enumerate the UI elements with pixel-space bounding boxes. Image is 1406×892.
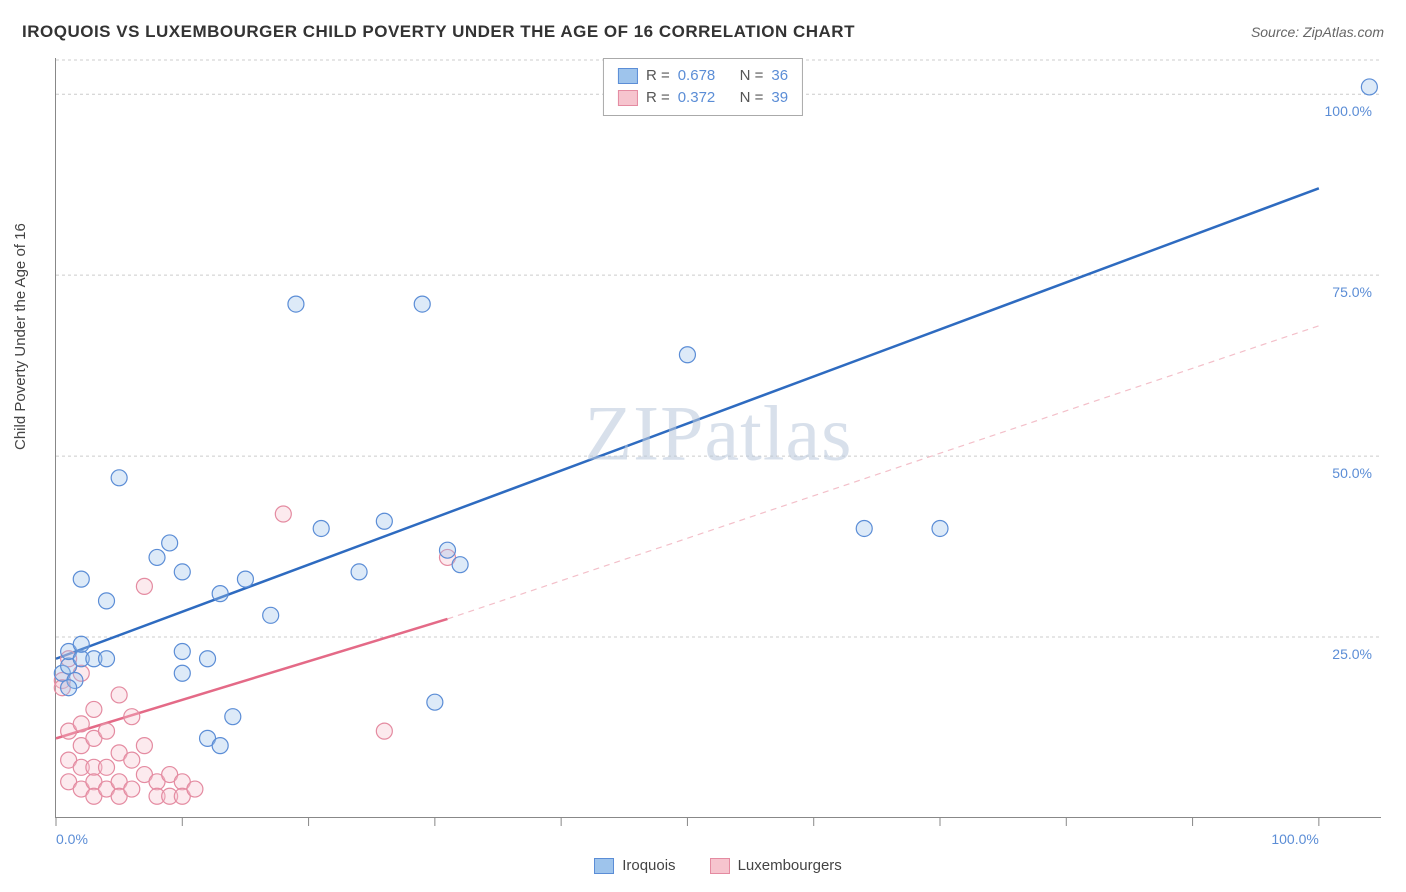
data-point-luxembourgers (376, 723, 392, 739)
n-label: N = (740, 65, 764, 87)
r-value-iroquois: 0.678 (678, 65, 716, 87)
data-point-luxembourgers (275, 506, 291, 522)
data-point-iroquois (856, 520, 872, 536)
chart-header: IROQUOIS VS LUXEMBOURGER CHILD POVERTY U… (22, 22, 1384, 42)
scatter-chart: 25.0%50.0%75.0%100.0%0.0%100.0% (56, 58, 1381, 817)
svg-text:25.0%: 25.0% (1332, 646, 1372, 662)
legend-item-iroquois: Iroquois (594, 857, 675, 874)
data-point-iroquois (99, 593, 115, 609)
data-point-iroquois (73, 636, 89, 652)
data-point-iroquois (174, 665, 190, 681)
data-point-iroquois (439, 542, 455, 558)
svg-text:100.0%: 100.0% (1325, 103, 1372, 119)
data-point-iroquois (212, 738, 228, 754)
chart-title: IROQUOIS VS LUXEMBOURGER CHILD POVERTY U… (22, 22, 855, 42)
legend-row-luxembourgers: R = 0.372 N = 39 (618, 87, 788, 109)
data-point-luxembourgers (73, 716, 89, 732)
source-name: ZipAtlas.com (1303, 24, 1384, 40)
data-point-luxembourgers (99, 759, 115, 775)
legend-item-luxembourgers: Luxembourgers (710, 857, 842, 874)
r-value-luxembourgers: 0.372 (678, 87, 716, 109)
data-point-luxembourgers (136, 738, 152, 754)
data-point-iroquois (212, 586, 228, 602)
plot-area: ZIPatlas 25.0%50.0%75.0%100.0%0.0%100.0% (55, 58, 1381, 818)
svg-text:50.0%: 50.0% (1332, 465, 1372, 481)
data-point-luxembourgers (124, 781, 140, 797)
data-point-iroquois (237, 571, 253, 587)
data-point-iroquois (427, 694, 443, 710)
data-point-luxembourgers (86, 701, 102, 717)
data-point-iroquois (414, 296, 430, 312)
data-point-iroquois (452, 557, 468, 573)
data-point-iroquois (174, 644, 190, 660)
swatch-luxembourgers (710, 858, 730, 874)
svg-text:100.0%: 100.0% (1271, 831, 1318, 847)
n-label: N = (740, 87, 764, 109)
data-point-luxembourgers (111, 687, 127, 703)
series-legend: Iroquois Luxembourgers (55, 857, 1381, 874)
data-point-luxembourgers (124, 752, 140, 768)
data-point-iroquois (61, 680, 77, 696)
data-point-iroquois (1361, 79, 1377, 95)
source-prefix: Source: (1251, 24, 1303, 40)
data-point-iroquois (149, 549, 165, 565)
legend-row-iroquois: R = 0.678 N = 36 (618, 65, 788, 87)
data-point-iroquois (73, 571, 89, 587)
data-point-iroquois (200, 651, 216, 667)
data-point-iroquois (162, 535, 178, 551)
legend-label-iroquois: Iroquois (622, 857, 675, 874)
data-point-luxembourgers (124, 709, 140, 725)
data-point-iroquois (351, 564, 367, 580)
swatch-iroquois (618, 68, 638, 84)
swatch-iroquois (594, 858, 614, 874)
legend-label-luxembourgers: Luxembourgers (738, 857, 842, 874)
data-point-luxembourgers (99, 723, 115, 739)
data-point-iroquois (288, 296, 304, 312)
data-point-iroquois (313, 520, 329, 536)
data-point-iroquois (932, 520, 948, 536)
svg-text:75.0%: 75.0% (1332, 284, 1372, 300)
data-point-iroquois (99, 651, 115, 667)
y-axis-label: Child Poverty Under the Age of 16 (12, 223, 29, 450)
correlation-legend: R = 0.678 N = 36 R = 0.372 N = 39 (603, 58, 803, 116)
data-point-iroquois (225, 709, 241, 725)
swatch-luxembourgers (618, 90, 638, 106)
n-value-luxembourgers: 39 (771, 87, 788, 109)
data-point-iroquois (263, 607, 279, 623)
r-label: R = (646, 87, 670, 109)
n-value-iroquois: 36 (771, 65, 788, 87)
source-attribution: Source: ZipAtlas.com (1251, 24, 1384, 40)
data-point-luxembourgers (136, 578, 152, 594)
svg-text:0.0%: 0.0% (56, 831, 88, 847)
data-point-iroquois (111, 470, 127, 486)
data-point-iroquois (679, 347, 695, 363)
r-label: R = (646, 65, 670, 87)
data-point-iroquois (174, 564, 190, 580)
data-point-luxembourgers (187, 781, 203, 797)
data-point-iroquois (376, 513, 392, 529)
